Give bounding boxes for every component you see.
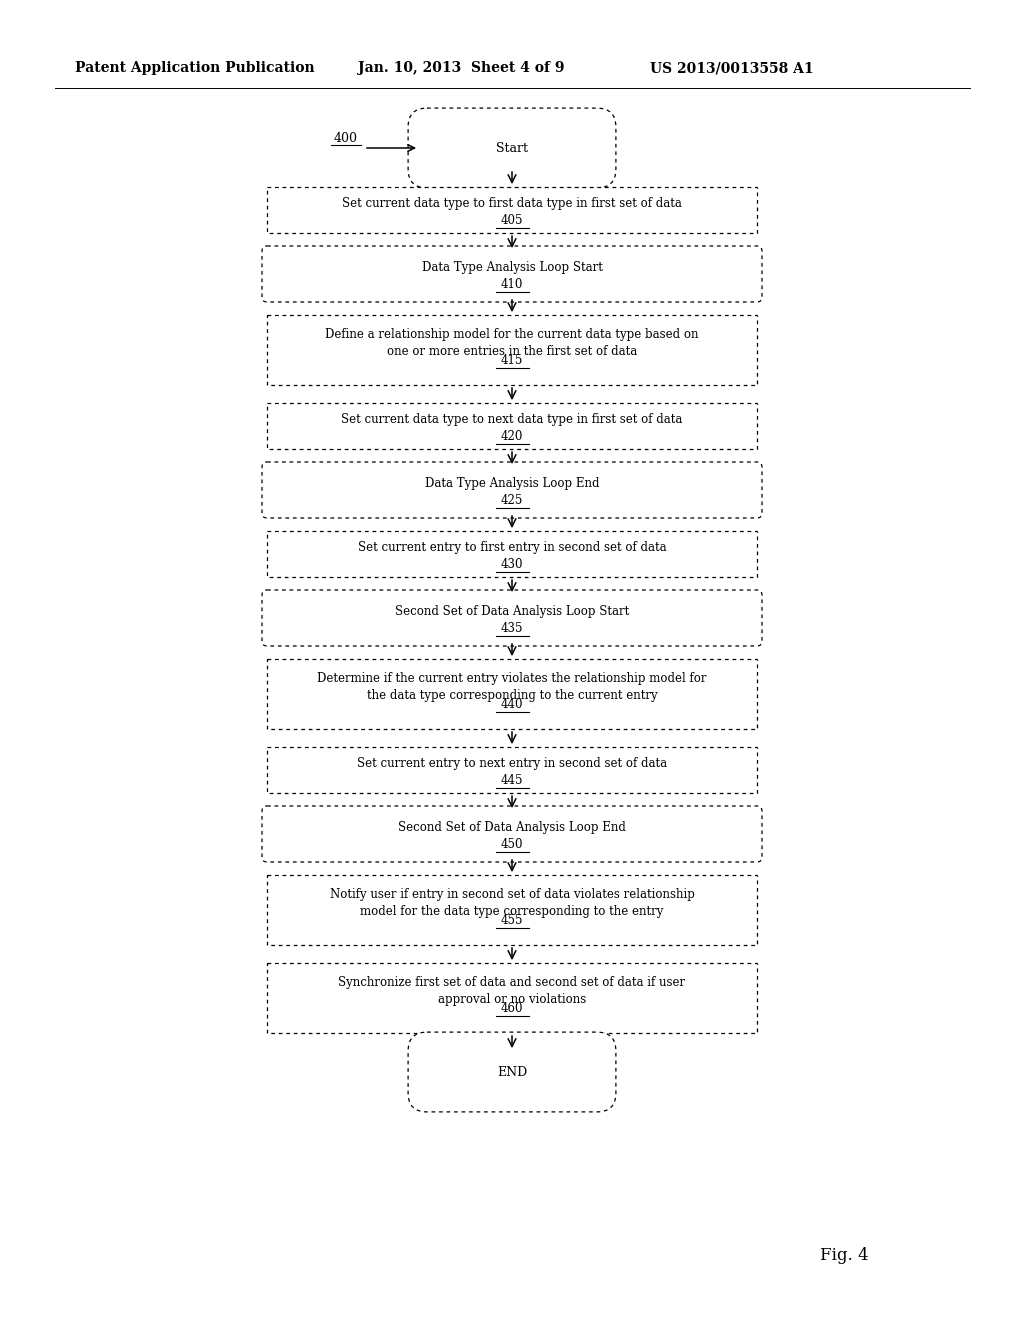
Text: 400: 400 [334,132,358,144]
FancyBboxPatch shape [267,747,757,793]
Text: 435: 435 [501,623,523,635]
Text: 440: 440 [501,698,523,711]
Text: 445: 445 [501,775,523,788]
Text: END: END [497,1065,527,1078]
Text: 430: 430 [501,558,523,572]
Text: 450: 450 [501,838,523,851]
FancyBboxPatch shape [409,108,615,187]
FancyBboxPatch shape [267,403,757,449]
FancyBboxPatch shape [267,187,757,234]
Text: Data Type Analysis Loop End: Data Type Analysis Loop End [425,477,599,490]
Text: Fig. 4: Fig. 4 [820,1246,868,1263]
Text: Notify user if entry in second set of data violates relationship
model for the d: Notify user if entry in second set of da… [330,888,694,917]
FancyBboxPatch shape [409,1032,615,1111]
Text: 410: 410 [501,279,523,292]
Text: Jan. 10, 2013  Sheet 4 of 9: Jan. 10, 2013 Sheet 4 of 9 [358,61,564,75]
Text: Set current data type to first data type in first set of data: Set current data type to first data type… [342,197,682,210]
Text: Set current entry to next entry in second set of data: Set current entry to next entry in secon… [357,756,667,770]
Text: Data Type Analysis Loop Start: Data Type Analysis Loop Start [422,260,602,273]
FancyBboxPatch shape [262,590,762,645]
Text: Set current data type to next data type in first set of data: Set current data type to next data type … [341,412,683,425]
Text: 460: 460 [501,1002,523,1015]
Text: 415: 415 [501,355,523,367]
Text: Patent Application Publication: Patent Application Publication [75,61,314,75]
FancyBboxPatch shape [262,807,762,862]
FancyBboxPatch shape [267,875,757,945]
Text: US 2013/0013558 A1: US 2013/0013558 A1 [650,61,814,75]
Text: Define a relationship model for the current data type based on
one or more entri: Define a relationship model for the curr… [326,327,698,358]
Text: Second Set of Data Analysis Loop End: Second Set of Data Analysis Loop End [398,821,626,833]
FancyBboxPatch shape [262,246,762,302]
Text: 455: 455 [501,915,523,928]
Text: Set current entry to first entry in second set of data: Set current entry to first entry in seco… [357,540,667,553]
Text: Second Set of Data Analysis Loop Start: Second Set of Data Analysis Loop Start [395,605,629,618]
Text: 405: 405 [501,214,523,227]
Text: 425: 425 [501,495,523,507]
FancyBboxPatch shape [267,659,757,729]
FancyBboxPatch shape [267,315,757,385]
Text: Start: Start [496,141,528,154]
FancyBboxPatch shape [267,964,757,1034]
FancyBboxPatch shape [267,531,757,577]
Text: Determine if the current entry violates the relationship model for
the data type: Determine if the current entry violates … [317,672,707,702]
FancyBboxPatch shape [262,462,762,517]
Text: 420: 420 [501,430,523,444]
Text: Synchronize first set of data and second set of data if user
approval or no viol: Synchronize first set of data and second… [339,975,685,1006]
